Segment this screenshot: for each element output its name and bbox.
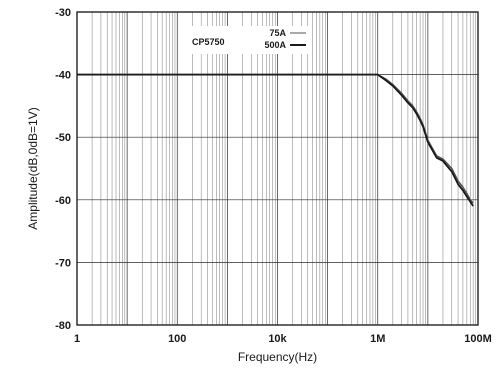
- x-tick-label: 100: [168, 333, 186, 345]
- y-tick-label: -30: [55, 7, 71, 19]
- plot-frame: [76, 11, 479, 326]
- x-tick-label: 100M: [464, 333, 492, 345]
- x-tick-label: 1: [74, 333, 80, 345]
- y-tick-label: -70: [55, 257, 71, 269]
- series-line-500a: [77, 73, 474, 207]
- y-tick-label: -80: [55, 320, 71, 332]
- y-tick-labels: -30 -40 -50 -60 -70 -80: [55, 7, 71, 332]
- x-tick-label: 1M: [370, 333, 385, 345]
- legend-entry-75a: 75A: [269, 28, 286, 38]
- y-tick-label: -60: [55, 195, 71, 207]
- y-tick-label: -40: [55, 70, 71, 82]
- x-axis-label: Frequency(Hz): [238, 350, 317, 364]
- grid: [76, 11, 478, 326]
- series-lines: [77, 73, 474, 207]
- y-tick-label: -50: [55, 132, 71, 144]
- x-tick-label: 10k: [268, 333, 287, 345]
- legend-entry-500a: 500A: [264, 40, 286, 50]
- y-axis-label: Amplitude(dB,0dB=1V): [26, 107, 40, 229]
- x-tick-labels: 1 100 10k 1M 100M: [74, 333, 492, 345]
- legend-background: [188, 26, 308, 54]
- legend-title: CP5750: [192, 37, 225, 47]
- legend: CP5750 75A 500A: [188, 26, 308, 54]
